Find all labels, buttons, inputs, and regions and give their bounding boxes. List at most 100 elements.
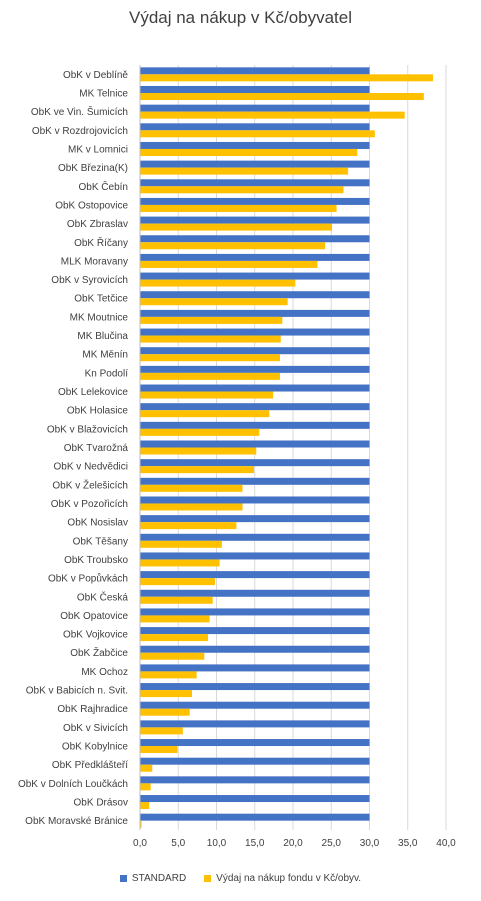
bar-standard [140,459,370,467]
category-label: ObK Tvarožná [64,443,129,454]
category-label: ObK Tetčice [74,294,128,305]
bar-vydaj [140,484,243,492]
bar-vydaj [140,186,344,194]
bar-standard [140,141,370,149]
category-label: ObK Těšany [73,536,128,547]
category-label: ObK Předklášteří [52,760,128,771]
bar-vydaj [140,223,333,231]
bar-standard [140,608,370,616]
bar-vydaj [140,596,213,604]
bar-standard [140,533,370,541]
x-tick-label: 15,0 [245,838,265,849]
category-label: ObK v Pozořicích [51,499,128,510]
bar-standard [140,197,370,205]
bar-vydaj [140,447,257,455]
bar-standard [140,571,370,579]
bar-vydaj [140,298,288,306]
category-label: ObK v Babicích n. Svit. [26,686,128,697]
bar-standard [140,739,370,747]
bar-vydaj [140,522,237,530]
bar-standard [140,421,370,429]
category-label: ObK Říčany [74,236,128,249]
bar-standard [140,627,370,635]
bar-vydaj [140,540,222,548]
bar-standard [140,365,370,373]
category-label: ObK Nosislav [67,518,128,529]
bar-vydaj [140,708,190,716]
bar-vydaj [140,410,270,418]
x-tick-label: 0,0 [133,838,147,849]
bar-vydaj [140,652,205,660]
bar-vydaj [140,764,153,772]
legend-swatch-standard [119,875,127,882]
bar-standard [140,67,370,75]
bar-vydaj [140,242,326,250]
category-label: ObK Moravské Bránice [25,816,128,827]
bar-vydaj [140,727,183,735]
bar-standard [140,160,370,168]
bar-standard [140,813,370,821]
bar-vydaj [140,559,220,567]
category-label: ObK Česká [77,590,129,603]
bar-vydaj [140,820,142,828]
legend-label-vydaj: Výdaj na nákup fondu v Kč/obyv. [216,873,362,884]
category-label: ObK v Želešicích [52,478,128,491]
bar-standard [140,328,370,336]
category-label: ObK v Sivicích [63,723,128,734]
bar-standard [140,235,370,243]
bar-vydaj [140,130,375,138]
bar-standard [140,664,370,672]
category-label: ObK Zbraslav [67,219,128,230]
bar-vydaj [140,354,280,362]
category-label: MK Telnice [79,88,128,99]
bar-standard [140,179,370,187]
category-label: ObK Opatovice [60,611,128,622]
category-label: ObK v Nedvědici [54,462,128,473]
legend-swatch-vydaj [204,875,212,882]
bar-standard [140,701,370,709]
legend-item-vydaj: Výdaj na nákup fondu v Kč/obyv. [204,873,361,884]
category-label: Kn Podolí [85,368,129,379]
category-label: MK Měnín [82,350,128,361]
bar-standard [140,384,370,392]
chart-title: Výdaj na nákup v Kč/obyvatel [128,8,353,27]
bar-standard [140,589,370,597]
bar-standard [140,496,370,504]
bar-vydaj [140,690,193,698]
bar-standard [140,795,370,803]
bar-vydaj [140,279,296,287]
category-label: ObK ve Vin. Šumicích [31,105,128,118]
x-tick-label: 35,0 [398,838,418,849]
category-label: ObK v Deblíně [63,70,128,81]
bar-standard [140,309,370,317]
bar-standard [140,645,370,653]
bar-standard [140,216,370,224]
legend: STANDARD Výdaj na nákup fondu v Kč/obyv. [0,873,481,884]
category-label: ObK v Blažovicích [47,424,128,435]
category-label: ObK Ostopovice [55,200,128,211]
category-label: MLK Moravany [61,256,128,267]
category-label: MK v Lomnici [68,144,128,155]
x-tick-label: 25,0 [322,838,342,849]
category-label: ObK Březina(K) [58,163,128,174]
category-label: ObK v Dolních Loučkách [18,779,128,790]
x-tick-label: 5,0 [171,838,185,849]
category-label: ObK Troubsko [64,555,128,566]
category-label: ObK v Popůvkách [48,573,128,585]
bar-vydaj [140,634,209,642]
bar-vydaj [140,372,280,380]
bar-standard [140,552,370,560]
bar-vydaj [140,316,283,324]
bar-standard [140,123,370,131]
bar-vydaj [140,74,433,82]
bar-standard [140,104,370,112]
bar-vydaj [140,167,349,175]
category-label: ObK Lelekovice [58,387,128,398]
category-label: ObK Vojkovice [63,630,128,641]
category-label: ObK v Rozdrojovicích [32,126,128,137]
bar-vydaj [140,428,260,436]
bar-vydaj [140,111,405,119]
bar-vydaj [140,204,337,212]
